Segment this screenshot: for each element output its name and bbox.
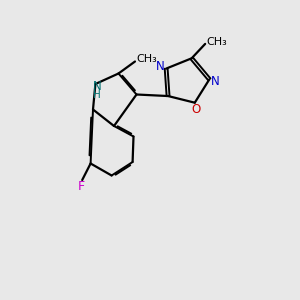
Text: CH₃: CH₃	[206, 37, 227, 47]
Text: F: F	[78, 180, 85, 193]
Text: CH₃: CH₃	[136, 54, 158, 64]
Text: N: N	[211, 75, 220, 88]
Text: H: H	[93, 90, 101, 100]
Text: O: O	[192, 103, 201, 116]
Text: N: N	[92, 80, 101, 93]
Text: N: N	[156, 60, 164, 73]
